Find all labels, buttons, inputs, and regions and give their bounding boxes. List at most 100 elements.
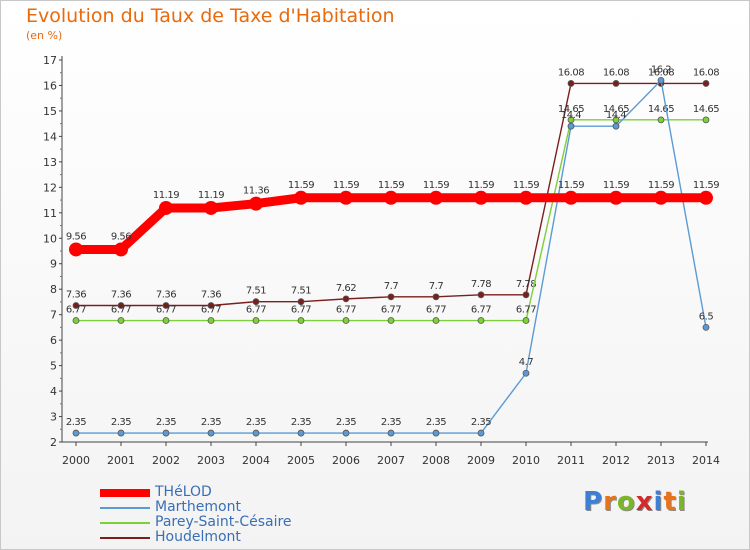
logo-letter: x (635, 487, 654, 517)
data-label: 11.59 (648, 180, 674, 191)
data-point (657, 116, 665, 124)
data-label: 6.77 (66, 305, 86, 316)
data-point (699, 190, 713, 205)
data-label: 11.59 (378, 180, 404, 191)
x-tick-label: 2013 (647, 454, 675, 467)
data-label: 11.19 (198, 190, 224, 201)
data-label: 11.59 (423, 180, 449, 191)
data-label: 7.36 (201, 289, 221, 300)
data-point (477, 429, 485, 437)
data-label: 11.59 (693, 180, 719, 191)
data-label: 9.56 (66, 231, 86, 242)
data-point (207, 302, 215, 309)
y-tick-label: 15 (43, 105, 57, 118)
y-tick-label: 13 (43, 156, 57, 169)
legend-swatch (100, 489, 150, 497)
data-label: 7.78 (516, 279, 536, 290)
y-tick-label: 16 (43, 79, 57, 92)
data-label: 7.36 (111, 289, 131, 300)
data-label: 9.56 (111, 231, 131, 242)
data-label: 6.77 (471, 305, 491, 316)
data-point (294, 190, 308, 205)
data-point (387, 293, 395, 301)
data-label: 7.78 (471, 279, 491, 290)
data-point (522, 369, 530, 377)
chart-unit-label: (en %) (26, 29, 63, 42)
x-tick-label: 2003 (197, 454, 225, 467)
logo-letter: t (663, 487, 677, 517)
data-label: 11.59 (333, 180, 359, 191)
x-tick-label: 2009 (467, 454, 495, 467)
x-tick-label: 2004 (242, 454, 270, 467)
data-label: 2.35 (381, 417, 401, 428)
y-tick-label: 9 (50, 258, 57, 271)
legend-label: THéLOD (155, 484, 212, 500)
data-point (117, 302, 125, 309)
logo-letter: P (583, 487, 604, 517)
data-point (204, 200, 218, 215)
x-tick-label: 2001 (107, 454, 135, 467)
chart-title: Evolution du Taux de Taxe d'Habitation (26, 5, 395, 27)
legend-label: Houdelmont (155, 529, 241, 545)
data-point (162, 317, 170, 324)
data-point (207, 429, 215, 437)
data-label: 16.08 (558, 67, 584, 78)
data-point (654, 190, 668, 205)
data-point (297, 317, 305, 324)
data-point (702, 80, 710, 87)
data-label: 2.35 (156, 417, 176, 428)
y-tick-label: 7 (50, 309, 57, 322)
data-point (252, 429, 260, 437)
proxiti-logo: Proxiti (583, 487, 687, 517)
data-label: 14.65 (648, 104, 674, 115)
data-label: 6.77 (246, 305, 266, 316)
data-label: 11.59 (468, 180, 494, 191)
data-label: 11.59 (513, 180, 539, 191)
y-tick-label: 4 (50, 385, 57, 398)
legend-swatch (100, 507, 150, 509)
x-tick-label: 2000 (62, 454, 90, 467)
data-label: 7.51 (291, 286, 311, 297)
data-label: 6.77 (426, 305, 446, 316)
data-point (69, 242, 83, 257)
data-label: 7.51 (246, 286, 266, 297)
data-point (702, 323, 710, 331)
x-tick-label: 2005 (287, 454, 315, 467)
data-point (159, 200, 173, 215)
data-point (432, 317, 440, 324)
data-label: 6.77 (291, 305, 311, 316)
data-point (657, 76, 665, 84)
y-tick-label: 17 (43, 54, 57, 67)
data-point (432, 293, 440, 301)
data-point (72, 317, 80, 324)
data-label: 11.36 (243, 186, 269, 197)
data-point (567, 80, 575, 87)
data-point (612, 122, 620, 130)
data-label: 2.35 (336, 417, 356, 428)
data-label: 6.77 (381, 305, 401, 316)
data-point (567, 122, 575, 130)
data-point (342, 295, 350, 303)
logo-letter: i (676, 487, 687, 517)
data-point (387, 429, 395, 437)
data-label: 14.65 (603, 104, 629, 115)
legend-label: Marthemont (155, 499, 241, 515)
data-label: 11.59 (603, 180, 629, 191)
data-label: 14.4 (561, 110, 581, 121)
y-tick-label: 6 (50, 334, 57, 347)
data-point (342, 317, 350, 324)
data-point (429, 190, 443, 205)
data-point (117, 429, 125, 437)
x-tick-label: 2007 (377, 454, 405, 467)
data-label: 11.19 (153, 190, 179, 201)
data-label: 2.35 (111, 417, 131, 428)
data-label: 6.5 (699, 311, 714, 322)
data-label: 6.77 (201, 305, 221, 316)
y-tick-label: 12 (43, 181, 57, 194)
y-tick-label: 11 (43, 207, 57, 220)
data-point (207, 317, 215, 324)
data-point (564, 190, 578, 205)
data-point (384, 190, 398, 205)
data-point (162, 429, 170, 437)
